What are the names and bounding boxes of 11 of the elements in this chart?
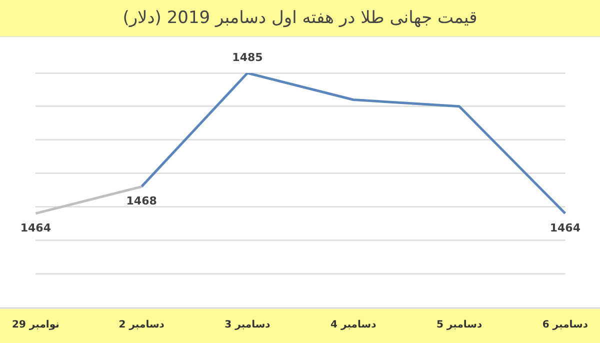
x-tick-label: 5 دسامبر: [436, 320, 482, 331]
chart-title: قیمت جهانی طلا در هفته اول دسامبر 2019 (دلار): [0, 0, 600, 37]
x-tick-label: 4 دسامبر: [330, 320, 376, 331]
x-tick-label: 6 دسامبر: [542, 320, 588, 331]
x-tick-label: 3 دسامبر: [224, 320, 270, 331]
data-label: 1485: [232, 51, 263, 64]
data-label: 1464: [20, 221, 52, 234]
x-tick-label: 29 نوامبر: [12, 320, 60, 331]
x-tick-label: 2 دسامبر: [118, 320, 164, 331]
data-label: 1464: [550, 221, 581, 234]
data-label: 1468: [126, 194, 157, 208]
